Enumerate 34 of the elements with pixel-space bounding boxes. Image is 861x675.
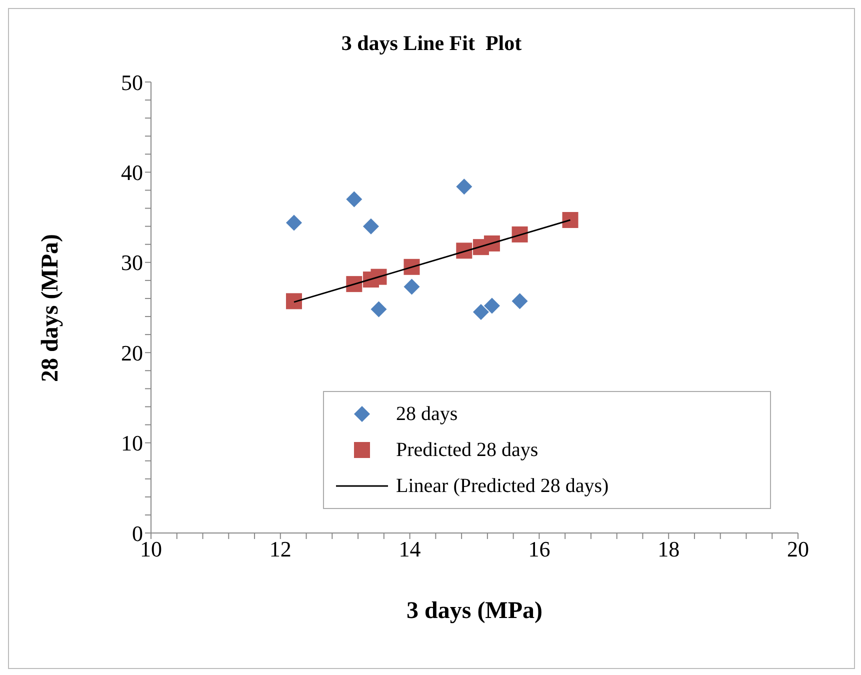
point [456,242,472,259]
x-tick-label: 14 [398,536,421,562]
point [562,212,578,228]
point [404,258,420,275]
point [512,293,528,310]
y-tick-label: 40 [121,160,143,186]
chart-title: 3 days Line Fit Plot [340,31,523,56]
y-tick-label: 20 [121,340,143,366]
x-axis-title: 3 days (MPa) [406,598,544,625]
point [370,301,387,318]
point [456,178,472,195]
y-tick-label: 10 [121,430,143,456]
y-tick-label: 0 [132,520,143,546]
point [484,298,500,314]
point [404,278,420,295]
legend-label: Linear (Predicted 28 days) [396,474,609,498]
point [362,218,379,234]
legend-label: 28 days [396,402,458,426]
point [370,268,387,285]
point [286,214,302,231]
x-tick-label: 20 [787,536,809,562]
point [484,235,500,252]
point [346,276,362,292]
y-axis-title: 28 days (MPa) [38,234,64,382]
point [286,293,302,310]
legend-label: Predicted 28 days [396,438,538,462]
y-tick-label: 30 [121,250,143,276]
x-tick-label: 16 [528,536,550,562]
point [472,304,489,320]
point [512,226,528,242]
x-tick-label: 12 [269,536,292,562]
y-tick-label: 50 [121,70,143,95]
point [346,191,362,208]
x-tick-label: 18 [658,536,680,562]
